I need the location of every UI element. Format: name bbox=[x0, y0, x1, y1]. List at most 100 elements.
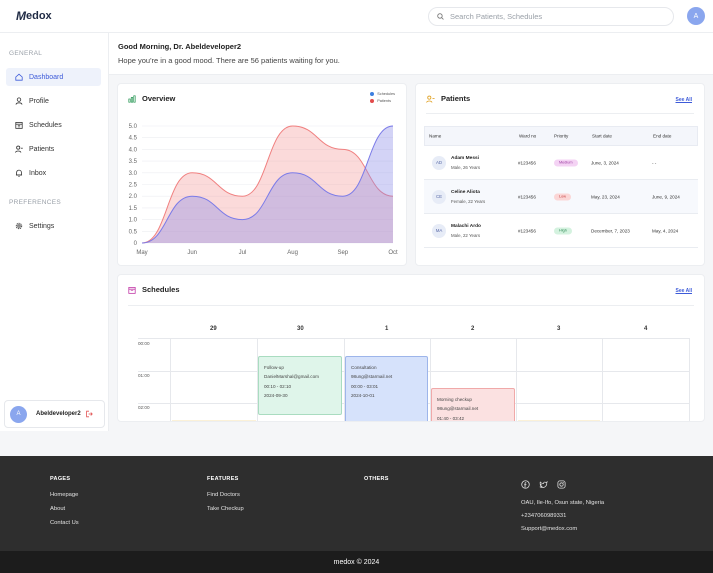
start-date: June, 3, 2024 bbox=[591, 160, 619, 165]
end-date: June, 9, 2024 bbox=[652, 194, 680, 199]
priority-badge: Medium bbox=[554, 159, 578, 166]
sidebar-item-inbox[interactable]: Inbox bbox=[6, 164, 101, 182]
event-email: 98ung@starmail.net bbox=[437, 406, 479, 412]
gear-icon bbox=[15, 222, 23, 230]
footer: PAGES Homepage About Contact Us FEATURES… bbox=[0, 456, 713, 551]
y-tick-label: 1.0 bbox=[129, 218, 138, 224]
patient-cell: Celine Aliota Female, 22 Years bbox=[451, 190, 485, 204]
y-tick-label: 3.0 bbox=[129, 171, 138, 177]
logo[interactable]: M edox bbox=[16, 9, 52, 23]
user-card[interactable]: A Abeldeveloper2 bbox=[4, 400, 105, 428]
y-tick-label: 5.0 bbox=[129, 124, 138, 130]
grid-line bbox=[516, 338, 517, 421]
schedules-title: Schedules bbox=[128, 285, 180, 294]
patients-card: Patients See All Name Ward no Priority S… bbox=[415, 83, 705, 266]
avatar[interactable]: A bbox=[687, 7, 705, 25]
time-label: 01:00 bbox=[138, 373, 150, 378]
instagram-icon[interactable] bbox=[557, 480, 566, 489]
facebook-icon[interactable] bbox=[521, 480, 530, 489]
footer-link-find-doctors[interactable]: Find Doctors bbox=[207, 492, 240, 498]
patients-icon bbox=[15, 145, 23, 153]
sidebar-item-label: Profile bbox=[29, 97, 49, 105]
table-row[interactable]: AD Adam Messi Male, 26 Years #123456 Med… bbox=[424, 146, 698, 180]
grid-line bbox=[138, 338, 690, 339]
table-row[interactable]: MA Malachi Ardo Male, 22 Years #123456 H… bbox=[424, 214, 698, 248]
sidebar-item-dashboard[interactable]: Dashboard bbox=[6, 68, 101, 86]
x-tick-label: Aug bbox=[287, 250, 298, 256]
general-label: GENERAL bbox=[9, 50, 43, 57]
logo-text: edox bbox=[26, 10, 52, 22]
column-header: Ward no bbox=[519, 133, 537, 139]
calendar-icon bbox=[128, 286, 136, 294]
copyright-text: medox © 2024 bbox=[333, 558, 380, 566]
schedule-event[interactable]: Follow-up DanielMarshal@gmail.com 00:10 … bbox=[258, 356, 342, 415]
ward-number: #123456 bbox=[518, 160, 536, 165]
sidebar-item-patients[interactable]: Patients bbox=[6, 140, 101, 158]
logout-icon[interactable] bbox=[85, 410, 93, 418]
column-header: Name bbox=[429, 133, 442, 139]
priority-badge: High bbox=[554, 227, 572, 234]
patients-title-text: Patients bbox=[441, 94, 471, 103]
patient-avatar: CE bbox=[432, 189, 446, 204]
y-tick-label: 3.5 bbox=[129, 159, 138, 165]
sidebar-item-schedules[interactable]: Schedules bbox=[6, 116, 101, 134]
end-date: - - bbox=[652, 160, 657, 165]
y-tick-label: 0 bbox=[134, 241, 138, 247]
sidebar: GENERAL Dashboard Profile Schedules Pati… bbox=[0, 33, 109, 431]
footer-link-homepage[interactable]: Homepage bbox=[50, 492, 79, 498]
greeting-banner: Good Morning, Dr. Abeldeveloper2 Hope yo… bbox=[109, 33, 713, 75]
sidebar-item-settings[interactable]: Settings bbox=[6, 217, 101, 235]
event-time: 00:00 - 03:01 bbox=[351, 383, 379, 389]
footer-link-about[interactable]: About bbox=[50, 506, 66, 512]
search-box[interactable]: Search Patients, Schedules bbox=[428, 7, 674, 26]
table-row[interactable]: CE Celine Aliota Female, 22 Years #12345… bbox=[424, 180, 698, 214]
start-date: December, 7, 2023 bbox=[591, 228, 630, 233]
patient-info: Male, 26 Years bbox=[451, 164, 481, 170]
grid-line bbox=[689, 338, 690, 421]
logo-mark: M bbox=[16, 9, 26, 23]
column-header: Priority bbox=[554, 133, 569, 139]
calendar-day: 3 bbox=[557, 326, 561, 332]
x-tick-label: Jul bbox=[239, 250, 247, 256]
event-title: Consultation bbox=[351, 365, 377, 370]
footer-link-take-checkup[interactable]: Take Checkup bbox=[207, 506, 244, 512]
patient-name: Malachi Ardo bbox=[451, 223, 481, 229]
user-avatar: A bbox=[10, 405, 27, 423]
patients-see-all-link[interactable]: See All bbox=[675, 97, 693, 103]
start-date: May, 23, 2024 bbox=[591, 194, 620, 199]
event-title: Follow-up bbox=[264, 365, 284, 370]
patients-table: Name Ward no Priority Start date End dat… bbox=[424, 126, 698, 248]
footer-email[interactable]: Support@medox.com bbox=[521, 526, 578, 532]
event-date: 2024-10-01 bbox=[351, 393, 375, 399]
event-date: 2024-09-30 bbox=[264, 393, 288, 399]
schedules-title-text: Schedules bbox=[142, 285, 180, 294]
footer-link-contact[interactable]: Contact Us bbox=[50, 520, 79, 526]
sidebar-item-label: Inbox bbox=[29, 169, 47, 177]
search-input[interactable]: Search Patients, Schedules bbox=[450, 12, 543, 21]
schedules-series-line bbox=[141, 125, 394, 244]
time-label: 00:00 bbox=[138, 341, 150, 346]
user-name: Abeldeveloper2 bbox=[36, 411, 81, 417]
column-header: End date bbox=[653, 133, 672, 139]
patient-cell: Malachi Ardo Male, 22 Years bbox=[451, 224, 481, 238]
y-tick-label: 2.5 bbox=[129, 183, 138, 189]
sidebar-item-profile[interactable]: Profile bbox=[6, 92, 101, 110]
legend-item-patients: Patients bbox=[370, 99, 395, 103]
footer-address: OAU, Ile-Ifo, Osun state, Nigeria bbox=[521, 500, 605, 506]
calendar-icon bbox=[15, 122, 23, 129]
event-email: 98ung@starmail.net bbox=[351, 374, 393, 380]
event-time: 01:40 - 03:42 bbox=[437, 415, 465, 421]
patient-cell: Adam Messi Male, 26 Years bbox=[451, 156, 480, 170]
schedule-event[interactable]: Morning checkup 98ung@starmail.net 01:40… bbox=[431, 388, 515, 421]
bar-chart-icon bbox=[128, 94, 136, 103]
patients-series-area bbox=[142, 126, 393, 243]
patient-avatar: AD bbox=[432, 155, 446, 170]
y-tick-label: 1.5 bbox=[129, 206, 138, 212]
calendar-day: 30 bbox=[297, 326, 304, 332]
footer-phone[interactable]: +2347060989331 bbox=[521, 513, 567, 519]
twitter-icon[interactable] bbox=[539, 480, 548, 489]
schedules-see-all-link[interactable]: See All bbox=[675, 288, 693, 294]
patients-icon bbox=[426, 95, 435, 103]
schedule-event[interactable]: Consultation 98ung@starmail.net 00:00 - … bbox=[345, 356, 428, 421]
top-bar: M edox Search Patients, Schedules A bbox=[0, 0, 713, 33]
